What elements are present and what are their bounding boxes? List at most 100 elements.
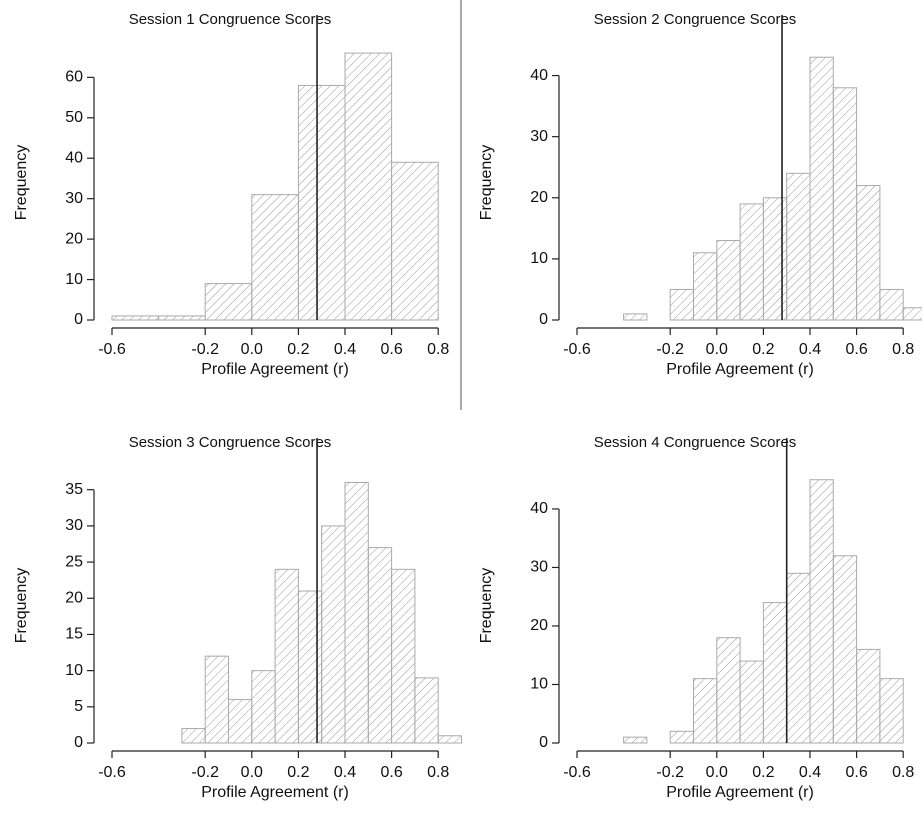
histogram-bar [832,87,858,321]
y-tick-label: 40 [65,149,83,166]
histogram-bar [856,185,881,321]
x-axis-label: Profile Agreement (r) [666,361,814,378]
histogram-bar [693,678,718,744]
histogram-bar [856,648,881,744]
y-tick-label: 30 [65,517,83,534]
x-axis-label: Profile Agreement (r) [666,784,814,801]
x-tick-label: 0.2 [752,341,774,358]
x-tick-label: 0.4 [334,764,356,781]
y-tick-label: 20 [530,189,548,206]
y-tick-label: 10 [530,250,548,267]
y-tick-label: 0 [539,311,548,328]
x-tick-label: 0.6 [380,341,402,358]
histogram-bar [739,203,764,321]
histogram-bar [716,637,741,744]
x-tick-label: 0.8 [892,341,914,358]
histogram-bar [762,197,788,321]
histogram-bar [623,313,648,321]
y-tick-label: 20 [530,617,548,634]
y-tick-label: 60 [65,69,83,86]
y-axis-label: Frequency [13,145,30,221]
x-tick-label: 0.2 [287,764,309,781]
x-tick-label: 0.0 [706,764,728,781]
y-tick-label: 20 [65,589,83,606]
x-tick-label: 0.6 [380,764,402,781]
histogram-bar [414,677,439,744]
histogram-bar [391,568,416,744]
x-tick-label: -0.6 [98,764,126,781]
y-tick-label: 35 [65,481,83,498]
histogram-bar [623,736,648,744]
y-tick-label: 30 [530,559,548,576]
chart-title: Session 4 Congruence Scores [594,434,797,451]
chart-title: Session 2 Congruence Scores [594,11,797,28]
y-tick-label: 40 [530,500,548,517]
y-tick-label: 10 [65,271,83,288]
x-tick-label: 0.6 [845,764,867,781]
histogram-bar [437,735,463,744]
x-tick-label: 0.2 [287,341,309,358]
histogram-bar [204,283,253,321]
histogram-bar [669,730,695,744]
x-tick-label: 0.0 [241,764,263,781]
histogram-bar [251,194,299,321]
y-tick-label: 5 [74,698,83,715]
histogram-bar [228,699,253,744]
histogram-bar [693,252,718,321]
x-tick-label: -0.2 [191,764,219,781]
chart-title: Session 3 Congruence Scores [129,434,332,451]
y-tick-label: 30 [530,128,548,145]
x-tick-label: 0.2 [752,764,774,781]
chart-title: Session 1 Congruence Scores [129,11,332,28]
x-tick-label: -0.2 [191,341,219,358]
histogram-bar [786,172,811,321]
x-axis-label: Profile Agreement (r) [201,784,349,801]
histogram-bar [158,315,206,321]
y-axis-label: Frequency [478,145,495,221]
histogram-bar [274,568,299,744]
histogram-bar [111,315,160,321]
histogram-bar [879,678,904,744]
histogram-bar [344,52,393,321]
histogram-bar [739,660,764,744]
x-tick-label: 0.6 [845,341,867,358]
x-tick-label: 0.8 [427,341,449,358]
histogram-bar [809,479,834,744]
histogram-bar [809,56,834,321]
histogram-bar [297,590,323,744]
histogram-bar [181,728,206,744]
histogram-bar [367,547,393,744]
x-tick-label: -0.6 [563,341,591,358]
x-tick-label: 0.0 [706,341,728,358]
y-tick-label: 0 [539,734,548,751]
x-axis-label: Profile Agreement (r) [201,361,349,378]
histogram-bar [786,572,811,744]
x-tick-label: 0.4 [334,341,356,358]
y-tick-label: 15 [65,626,83,643]
x-tick-label: 0.4 [799,764,821,781]
x-tick-label: 0.8 [427,764,449,781]
histogram-bar [344,481,369,744]
y-tick-label: 10 [65,662,83,679]
histogram-bar [879,288,904,321]
y-tick-label: 10 [530,676,548,693]
x-tick-label: -0.6 [563,764,591,781]
x-tick-label: -0.2 [656,764,684,781]
x-tick-label: 0.4 [799,341,821,358]
histogram-bar [762,602,788,744]
histogram-bar [321,525,346,744]
y-tick-label: 0 [74,311,83,328]
histogram-bar [716,240,741,321]
y-tick-label: 50 [65,109,83,126]
histogram-bar [297,84,346,321]
x-tick-label: 0.0 [241,341,263,358]
histogram-bar [902,307,922,321]
y-tick-label: 20 [65,230,83,247]
y-axis-label: Frequency [478,568,495,644]
y-tick-label: 40 [530,67,548,84]
histogram-bar [251,670,276,744]
histogram-bar [832,555,858,744]
y-tick-label: 25 [65,553,83,570]
histogram-bar [391,161,439,321]
histogram-bar [204,655,229,744]
